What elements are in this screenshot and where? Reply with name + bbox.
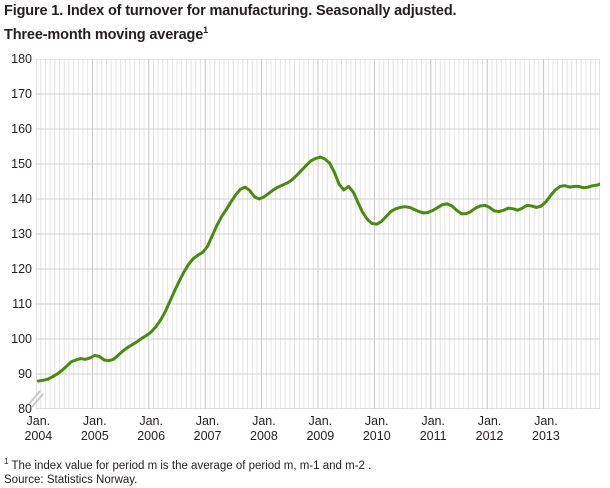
figure-title-superscript: 1 [203, 25, 209, 35]
x-axis-tick-year: 2012 [475, 429, 504, 443]
y-axis-labels: 180 170 160 150 140 130 120 110 100 90 80 [0, 49, 32, 429]
series-line [36, 155, 600, 383]
x-axis-tick-year: 2008 [250, 429, 278, 443]
x-axis-tick-month: Jan. [139, 414, 163, 428]
figure-title-line1: Figure 1. Index of turnover for manufact… [4, 3, 457, 19]
plot-area [36, 59, 600, 409]
x-axis-tick-year: 2005 [80, 429, 109, 443]
x-axis-tick-year: 2010 [362, 429, 391, 443]
x-axis-tick-month: Jan. [308, 414, 333, 428]
y-axis-tick-150: 150 [11, 157, 32, 171]
x-axis-tick-month: Jan. [26, 414, 51, 428]
y-axis-tick-110: 110 [12, 297, 32, 311]
grid-lines [36, 59, 600, 409]
x-axis-tick-year: 2006 [137, 429, 166, 443]
x-axis-tick-month: Jan. [195, 414, 220, 428]
axis-break-icon [28, 390, 44, 408]
y-axis-tick-90: 90 [18, 367, 32, 381]
y-axis-tick-130: 130 [11, 227, 32, 241]
y-axis-tick-140: 140 [11, 192, 32, 206]
y-axis-tick-180: 180 [11, 52, 32, 66]
figure-title: Figure 1. Index of turnover for manufact… [4, 2, 604, 45]
y-axis-tick-160: 160 [11, 122, 32, 136]
y-axis-tick-170: 170 [11, 87, 32, 101]
x-axis-tick-2004: Jan. 2004 [8, 414, 68, 444]
x-axis-tick-year: 2007 [193, 429, 222, 443]
x-axis-tick-2006: Jan. 2006 [121, 414, 181, 444]
x-axis-tick-2013: Jan. 2013 [516, 414, 576, 444]
x-axis-tick-month: Jan. [364, 414, 389, 428]
x-axis-tick-2007: Jan. 2007 [178, 414, 238, 444]
footnote-source: Source: Statistics Norway. [4, 474, 138, 487]
figure-title-line2: Three-month moving average [4, 26, 204, 43]
x-axis-tick-month: Jan. [82, 414, 107, 428]
footnote-marker: 1 [4, 457, 9, 466]
x-axis-tick-year: 2013 [532, 429, 560, 443]
x-axis-tick-year: 2009 [306, 429, 335, 443]
x-axis-tick-2011: Jan. 2011 [403, 414, 463, 444]
x-axis-tick-year: 2004 [24, 429, 53, 443]
x-axis-tick-year: 2011 [419, 429, 447, 443]
x-axis-tick-month: Jan. [477, 414, 502, 428]
x-axis-tick-2012: Jan. 2012 [460, 414, 520, 444]
y-axis-tick-120: 120 [11, 262, 32, 276]
x-axis-tick-month: Jan. [252, 414, 276, 428]
x-axis-tick-2008: Jan. 2008 [234, 414, 294, 444]
y-axis-tick-100: 100 [11, 332, 32, 346]
x-axis-tick-month: Jan. [421, 414, 445, 428]
x-axis-tick-2005: Jan. 2005 [65, 414, 125, 444]
footnote-text: The index value for period m is the aver… [8, 459, 372, 472]
x-axis-labels: Jan. 2004 Jan. 2005 Jan. 2006 Jan. 2007 Jan. 2008… [0, 414, 610, 454]
footnotes: 1 The index value for period m is the av… [4, 455, 604, 488]
x-axis-tick-2010: Jan. 2010 [347, 414, 407, 444]
y-axis-tick-80: 80 [18, 402, 32, 416]
x-axis-tick-2009: Jan. 2009 [290, 414, 350, 444]
x-axis-tick-month: Jan. [534, 414, 558, 428]
footnote-note: 1 The index value for period m is the av… [4, 455, 604, 473]
